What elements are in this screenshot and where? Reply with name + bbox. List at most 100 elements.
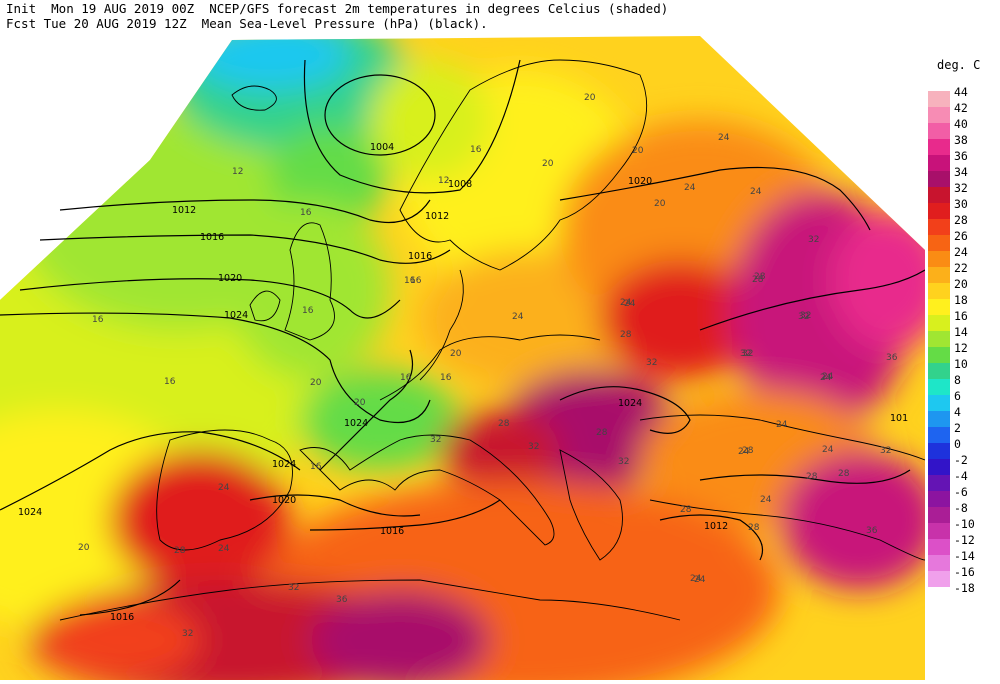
legend-entry: 26: [928, 229, 988, 251]
temperature-label: 16: [440, 373, 452, 383]
legend-label: 32: [954, 181, 968, 195]
temperature-label: 24: [690, 574, 702, 584]
temperature-label: 32: [528, 442, 539, 452]
legend-label: 18: [954, 293, 968, 307]
legend-label: 10: [954, 357, 968, 371]
legend-label: 24: [954, 245, 968, 259]
legend-entry: 10: [928, 357, 988, 379]
legend-swatch: [928, 107, 950, 123]
temperature-label: 24: [512, 312, 524, 322]
legend-label: 4: [954, 405, 961, 419]
temperature-field: [0, 36, 925, 680]
isobar-label: 1012: [425, 211, 449, 222]
temperature-label: 32: [808, 235, 819, 245]
legend-entry: 34: [928, 165, 988, 187]
temperature-label: 24: [776, 420, 788, 430]
isobar-label-group: 1004 1008 1012 1016 1020 1012 1016 1020 …: [18, 142, 908, 623]
temperature-label: 32: [430, 435, 441, 445]
legend-label: 38: [954, 133, 968, 147]
legend-label: 14: [954, 325, 968, 339]
legend-swatch: [928, 267, 950, 283]
temperature-label: 28: [806, 472, 818, 482]
legend-swatch: [928, 219, 950, 235]
legend-swatch: [928, 427, 950, 443]
legend-label: -6: [954, 485, 968, 499]
temperature-label: 16: [300, 208, 312, 218]
temperature-label: 32: [618, 457, 629, 467]
temperature-label: 24: [822, 445, 834, 455]
legend-swatch: [928, 235, 950, 251]
isobar-label: 1020: [272, 495, 296, 506]
legend-entry: -6: [928, 485, 988, 507]
legend-swatch: [928, 379, 950, 395]
temperature-label: 24: [620, 298, 632, 308]
legend-entry: 24: [928, 245, 988, 267]
legend-entry: -10: [928, 517, 988, 539]
temperature-label: 32: [800, 311, 811, 321]
temperature-label: 28: [596, 428, 608, 438]
legend-entry: -16: [928, 565, 988, 587]
temperature-label: 28: [174, 546, 186, 556]
legend-swatch: [928, 347, 950, 363]
temperature-label: 12: [232, 167, 243, 177]
temperature-label-group: 12 16 12 16 16 16 20 16 16 20 20 24 20 2…: [78, 93, 898, 639]
legend-label: 8: [954, 373, 961, 387]
temperature-label: 16: [310, 462, 322, 472]
isobar-label: 1024: [344, 418, 368, 429]
legend-swatch: [928, 123, 950, 139]
legend-label: 28: [954, 213, 968, 227]
isobar-label: 1024: [618, 398, 642, 409]
legend-label: 44: [954, 85, 968, 99]
legend-swatch: [928, 571, 950, 587]
legend-swatch: [928, 331, 950, 347]
legend-entry: 36: [928, 149, 988, 171]
temperature-label: 16: [470, 145, 482, 155]
legend-entry: 4: [928, 405, 988, 427]
legend-entry: 28: [928, 213, 988, 235]
temperature-label: 24: [822, 372, 834, 382]
legend-label: 36: [954, 149, 968, 163]
isobar-label: 1008: [448, 179, 472, 190]
temperature-label: 16: [164, 377, 176, 387]
temperature-label: 24: [684, 183, 696, 193]
temperature-label: 20: [310, 378, 322, 388]
legend-label: -12: [954, 533, 975, 547]
legend-label: -16: [954, 565, 975, 579]
temperature-label: 16: [404, 276, 416, 286]
temperature-label: 20: [542, 159, 554, 169]
legend-entry: 2: [928, 421, 988, 443]
legend-label: -18: [954, 581, 975, 595]
temperature-label: 24: [760, 495, 772, 505]
forecast-map: 1004 1008 1012 1016 1020 1012 1016 1020 …: [0, 36, 926, 680]
temperature-label: 36: [336, 595, 348, 605]
legend-title: deg. C: [937, 58, 981, 72]
legend-swatch: [928, 171, 950, 187]
legend-swatch: [928, 459, 950, 475]
legend-label: 20: [954, 277, 968, 291]
temperature-label: 20: [632, 146, 644, 156]
temperature-label: 24: [738, 447, 750, 457]
legend-entry: 30: [928, 197, 988, 219]
temperature-label: 28: [620, 330, 632, 340]
temperature-label: 32: [646, 358, 657, 368]
coastlines: [59, 59, 926, 621]
legend-label: 42: [954, 101, 968, 115]
temperature-label: 32: [288, 583, 299, 593]
legend-entry: 38: [928, 133, 988, 155]
legend-entry: 40: [928, 117, 988, 139]
temperature-label: 20: [450, 349, 462, 359]
isobar-label: 1012: [172, 205, 196, 216]
legend-swatch: [928, 539, 950, 555]
isobar-label: 1024: [224, 310, 248, 321]
temperature-label: 20: [78, 543, 90, 553]
temperature-label: 24: [718, 133, 730, 143]
temperature-label: 36: [866, 526, 878, 536]
temperature-label: 28: [498, 419, 510, 429]
legend-label: -4: [954, 469, 968, 483]
legend-swatch: [928, 299, 950, 315]
legend-entry: 18: [928, 293, 988, 315]
legend-label: -2: [954, 453, 968, 467]
isobar-label: 1004: [370, 142, 394, 153]
isobar-label: 1020: [628, 176, 652, 187]
legend-entry: -4: [928, 469, 988, 491]
